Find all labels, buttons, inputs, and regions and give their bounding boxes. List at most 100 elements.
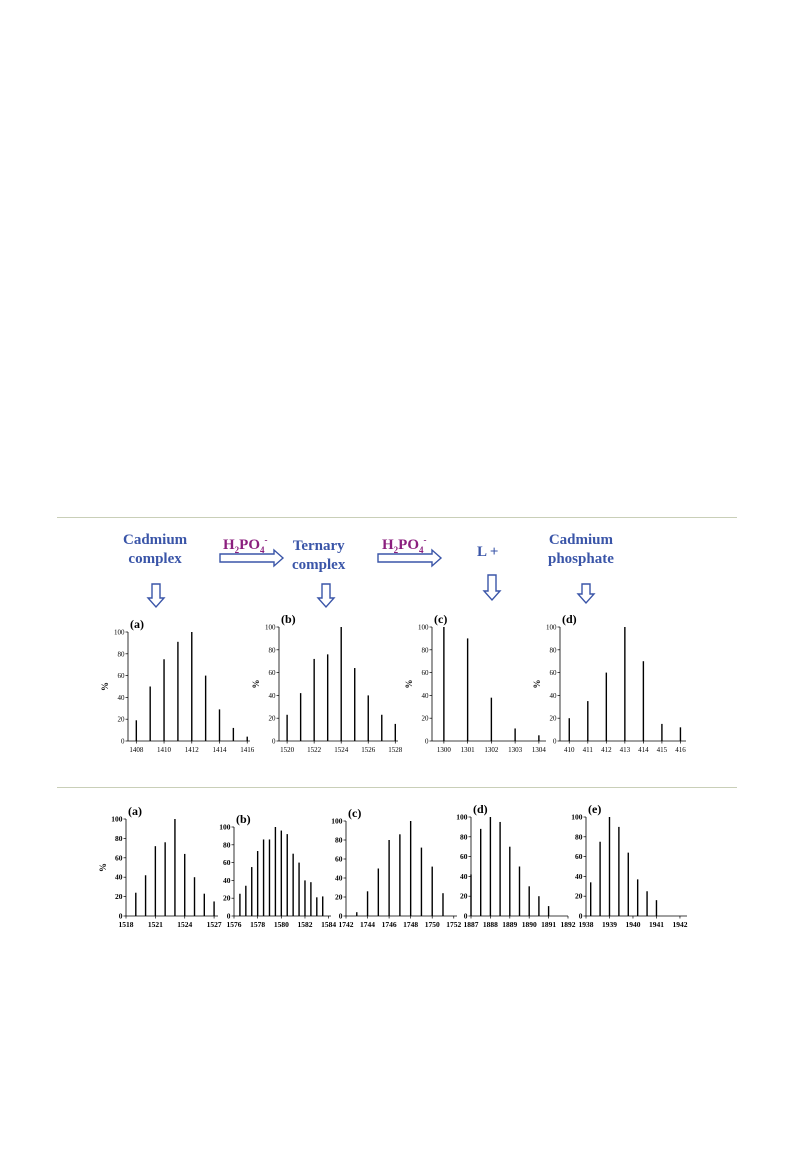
y-tick-label: 100 [219,823,231,832]
y-tick-label: 100 [111,815,123,824]
panel-label: (e) [588,802,601,816]
y-tick-label: 0 [553,738,557,746]
y-tick-label: 100 [114,629,125,637]
x-tick-label: 1938 [579,920,594,929]
x-tick-label: 1748 [403,920,418,929]
x-tick-label: 1890 [522,920,537,929]
y-tick-label: 20 [460,892,468,901]
y-tick-label: 40 [460,872,468,881]
x-tick-label: 1526 [361,746,376,754]
y-tick-label: 60 [223,858,231,867]
y-tick-label: 100 [331,817,343,826]
panel-label: (a) [130,617,144,631]
panel-label: (d) [473,802,488,816]
y-tick-label: 40 [550,692,558,700]
y-tick-label: 60 [575,852,583,861]
down-arrow-icon [482,574,502,602]
x-tick-label: 1524 [334,746,349,754]
x-tick-label: 411 [583,746,594,754]
y-tick-label: 100 [546,624,557,632]
cadmium-phosphate-line1: Cadmium [548,532,614,548]
x-tick-label: 1528 [388,746,403,754]
x-tick-label: 1892 [561,920,576,929]
right-arrow-icon [219,548,285,568]
right-arrow-icon [377,548,443,568]
y-tick-label: 0 [119,912,123,921]
y-tick-label: 20 [575,892,583,901]
x-tick-label: 415 [657,746,668,754]
spectrum-chart-9: 0 20 40 60 80 100 1938 1939 1940 1941 1942 (e) [571,802,687,929]
x-tick-label: 1887 [464,920,479,929]
spectrum-chart-5: 0 20 40 60 80 100 1518 1521 1524 1527 (a)% [98,804,222,929]
x-tick-label: 1750 [425,920,440,929]
down-arrow-icon [316,583,336,609]
y-tick-label: 80 [460,832,468,841]
y-tick-label: 0 [579,912,583,921]
spectrum-chart-4: 0 20 40 60 80 100 410 411 412 413 414 415 416 (d)% [532,612,686,754]
down-arrow-icon [146,583,166,609]
panel-label: (c) [348,806,361,820]
spectrum-chart-8: 0 20 40 60 80 100 1887 1888 1889 1890 1891 1892 (d) [456,802,576,929]
y-tick-label: 60 [422,669,430,677]
y-tick-label: 20 [118,716,126,724]
spectrum-chart-1: 0 20 40 60 80 100 1408 1410 1412 1414 1416 (a)% [100,617,255,754]
y-tick-label: 100 [571,813,583,822]
x-tick-label: 1744 [360,920,375,929]
y-tick-label: 60 [550,669,558,677]
y-tick-label: 60 [269,669,277,677]
y-tick-label: 60 [115,853,123,862]
y-axis-label: % [404,680,414,689]
middle-divider [57,787,737,788]
y-axis-label: % [100,682,110,691]
spectrum-chart-7: 0 20 40 60 80 100 1742 1744 1746 1748 1750 1752 (c) [331,806,461,929]
x-tick-label: 1752 [446,920,461,929]
flow-arrows [146,548,596,609]
x-tick-label: 412 [601,746,612,754]
x-tick-label: 1300 [437,746,452,754]
x-tick-label: 1302 [484,746,499,754]
y-tick-label: 80 [575,832,583,841]
y-axis-label: % [532,680,542,689]
x-tick-label: 416 [675,746,686,754]
ligand-line1: L + [477,544,499,560]
y-tick-label: 40 [115,873,123,882]
y-tick-label: 0 [272,738,276,746]
y-tick-label: 80 [550,646,558,654]
panel-label: (c) [434,612,447,626]
y-tick-label: 0 [121,738,125,746]
x-tick-label: 1889 [502,920,517,929]
y-tick-label: 80 [335,836,343,845]
y-tick-label: 60 [460,852,468,861]
panel-label: (b) [281,612,296,626]
y-axis-label: % [98,863,108,872]
x-tick-label: 1576 [227,920,242,929]
y-tick-label: 20 [335,893,343,902]
ligand-label: L + [477,543,498,562]
y-tick-label: 80 [118,650,126,658]
x-tick-label: 413 [620,746,631,754]
x-tick-label: 1416 [240,746,255,754]
y-tick-label: 40 [269,692,277,700]
y-axis-label: % [251,680,261,689]
spectrum-chart-2: 0 20 40 60 80 100 1520 1522 1524 1526 1528 (b)% [251,612,403,754]
y-tick-label: 20 [223,894,231,903]
y-tick-label: 0 [425,738,429,746]
top-divider [57,517,737,518]
x-tick-label: 1940 [625,920,640,929]
x-tick-label: 1414 [213,746,228,754]
y-tick-label: 40 [575,872,583,881]
x-tick-label: 1521 [148,920,163,929]
y-tick-label: 40 [335,874,343,883]
ternary-complex-label: Ternary complex [292,537,345,575]
x-tick-label: 1301 [461,746,476,754]
dihydrogen-phosphate-reagent-2: H2PO4- [382,535,427,555]
x-tick-label: 1941 [649,920,664,929]
x-tick-label: 1578 [250,920,265,929]
y-tick-label: 100 [456,813,468,822]
y-tick-label: 20 [115,892,123,901]
x-tick-label: 1408 [129,746,144,754]
x-tick-label: 1410 [157,746,172,754]
cadmium-complex-line1: Cadmium [123,532,188,548]
y-tick-label: 0 [464,912,468,921]
x-tick-label: 1582 [297,920,312,929]
